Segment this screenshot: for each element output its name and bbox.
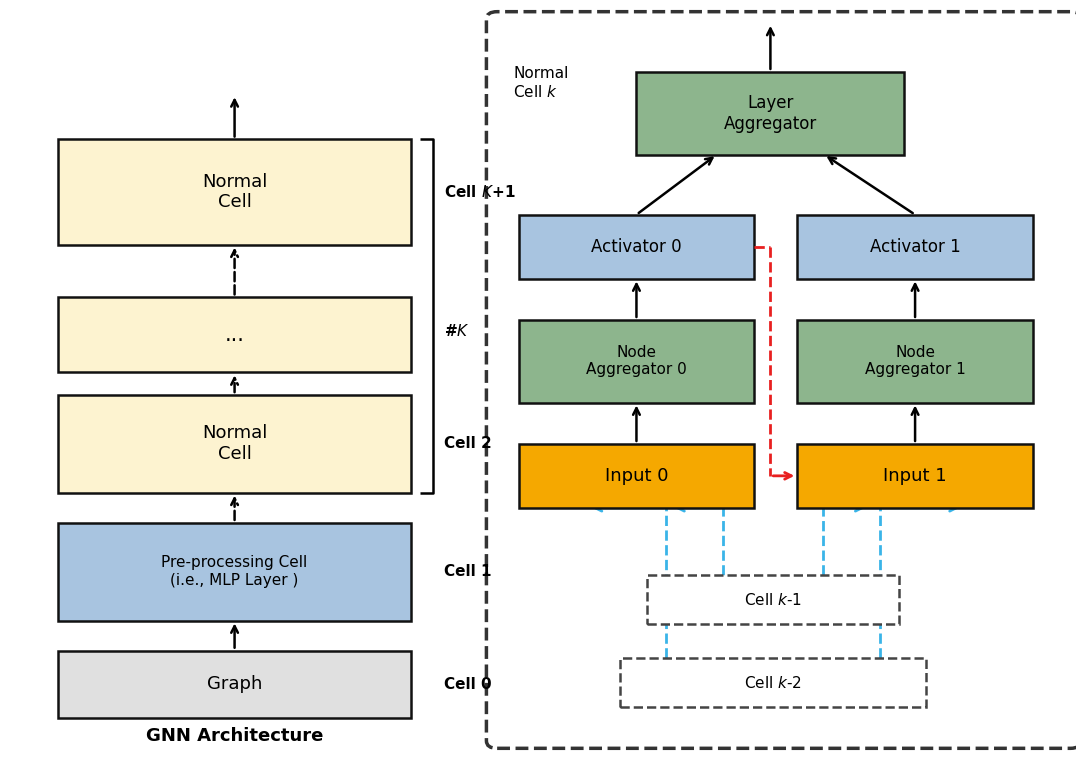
- FancyBboxPatch shape: [636, 71, 904, 154]
- FancyBboxPatch shape: [797, 320, 1032, 403]
- FancyBboxPatch shape: [486, 11, 1080, 749]
- Text: Cell 1: Cell 1: [444, 564, 491, 579]
- Text: Normal
Cell: Normal Cell: [202, 173, 267, 211]
- FancyBboxPatch shape: [57, 395, 411, 492]
- Text: Activator 1: Activator 1: [869, 238, 960, 255]
- Text: Cell 2: Cell 2: [444, 436, 491, 451]
- Text: Cell 0: Cell 0: [444, 677, 491, 692]
- Text: Activator 0: Activator 0: [591, 238, 681, 255]
- FancyBboxPatch shape: [57, 651, 411, 718]
- FancyBboxPatch shape: [57, 297, 411, 372]
- FancyBboxPatch shape: [797, 444, 1032, 508]
- FancyBboxPatch shape: [518, 320, 754, 403]
- Text: Cell $K$+1: Cell $K$+1: [444, 184, 515, 200]
- Text: Normal
Cell: Normal Cell: [202, 425, 267, 464]
- Text: GNN Architecture: GNN Architecture: [146, 727, 323, 745]
- Text: Node
Aggregator 1: Node Aggregator 1: [865, 345, 966, 378]
- FancyBboxPatch shape: [797, 214, 1032, 278]
- Text: Cell $k$-2: Cell $k$-2: [744, 675, 802, 691]
- Text: Layer
Aggregator: Layer Aggregator: [724, 93, 818, 132]
- Text: Cell $k$-1: Cell $k$-1: [744, 592, 802, 608]
- FancyBboxPatch shape: [518, 214, 754, 278]
- Text: ...: ...: [225, 325, 244, 345]
- FancyBboxPatch shape: [620, 658, 926, 707]
- Text: Graph: Graph: [207, 676, 262, 693]
- FancyBboxPatch shape: [647, 575, 899, 624]
- Text: Node
Aggregator 0: Node Aggregator 0: [586, 345, 687, 378]
- FancyBboxPatch shape: [57, 140, 411, 245]
- Text: Input 0: Input 0: [605, 467, 669, 485]
- FancyBboxPatch shape: [518, 444, 754, 508]
- Text: #$K$: #$K$: [444, 323, 470, 339]
- Text: Pre-processing Cell
(i.e., MLP Layer ): Pre-processing Cell (i.e., MLP Layer ): [161, 556, 308, 588]
- FancyBboxPatch shape: [57, 523, 411, 620]
- Text: Normal
Cell $k$: Normal Cell $k$: [513, 66, 568, 100]
- Text: Input 1: Input 1: [883, 467, 947, 485]
